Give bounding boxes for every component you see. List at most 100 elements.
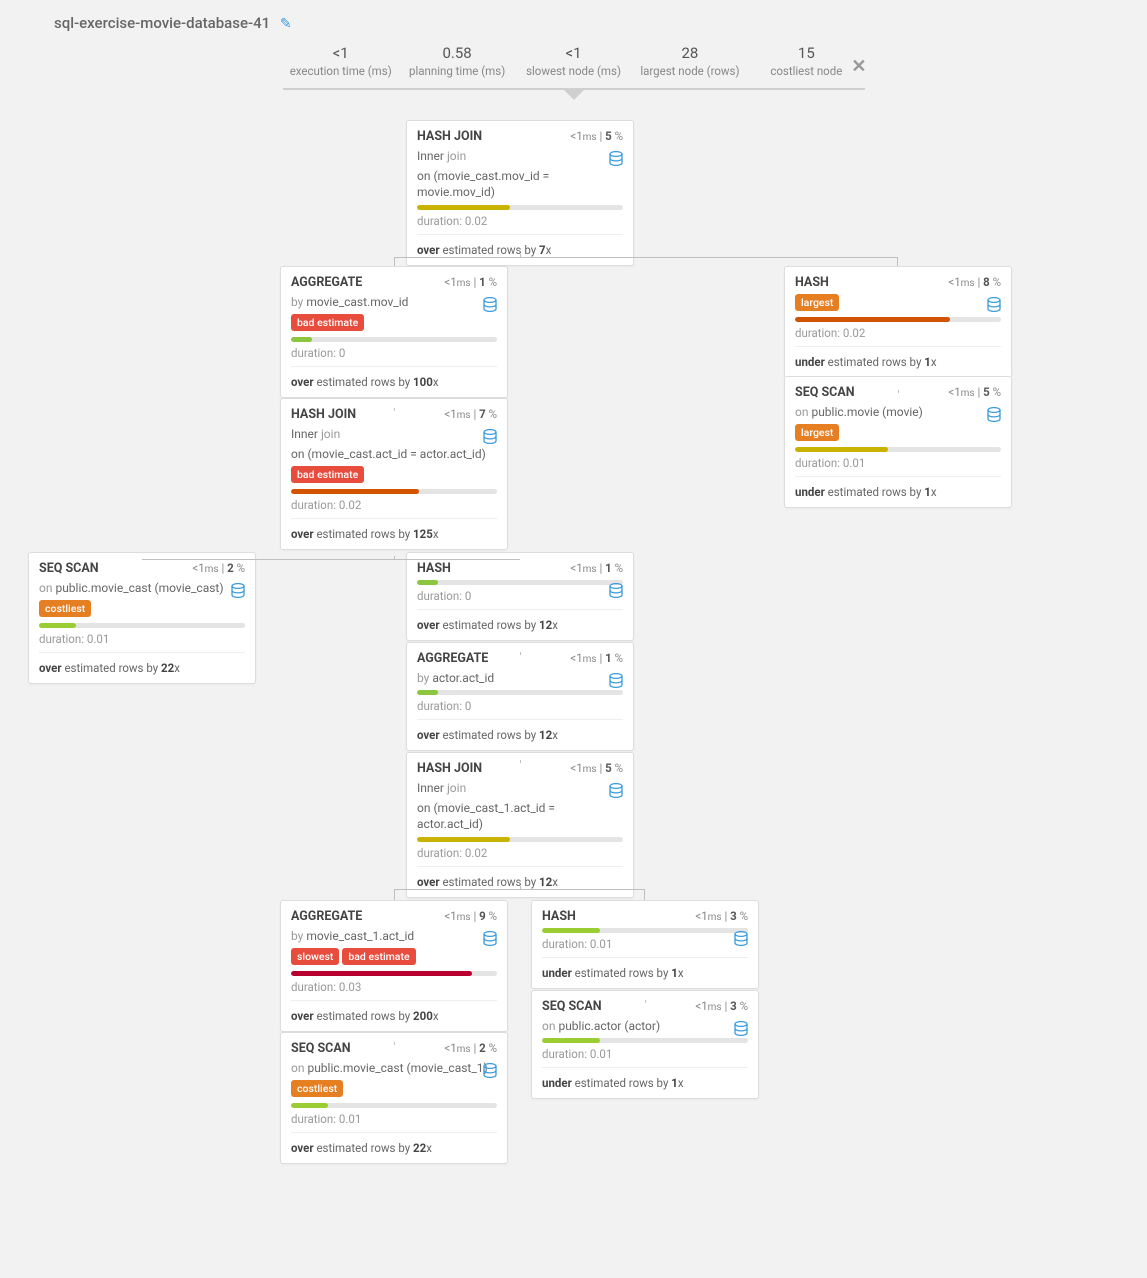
node-duration: duration: 0.03: [291, 980, 497, 1001]
node-duration: duration: 0.01: [542, 1047, 748, 1068]
database-icon[interactable]: [609, 583, 623, 603]
node-duration: duration: 0.01: [39, 632, 245, 653]
node-metrics: <1ms | 1 %: [444, 275, 497, 289]
node-desc-cond: on (movie_cast.act_id = actor.act_id): [291, 446, 497, 462]
database-icon[interactable]: [609, 673, 623, 693]
node-badges: costliest: [291, 1080, 497, 1097]
database-icon[interactable]: [734, 931, 748, 951]
plan-node-n7[interactable]: HASH<1ms | 1 %duration: 0over estimated …: [406, 552, 634, 641]
badge: costliest: [291, 1080, 343, 1097]
node-estimate: under estimated rows by 1x: [795, 347, 1001, 377]
page-title: sql-exercise-movie-database-41 ✎: [0, 0, 1147, 40]
connector: [394, 1042, 395, 1045]
node-metrics: <1ms | 9 %: [444, 909, 497, 923]
node-title: AGGREGATE: [291, 909, 362, 924]
badge: bad estimate: [342, 948, 415, 965]
edit-icon[interactable]: ✎: [280, 16, 292, 32]
connector: [520, 652, 521, 655]
node-duration: duration: 0.02: [417, 214, 623, 235]
stat-planning-time: 0.58 planning time (ms): [399, 44, 515, 78]
progress-bar: [39, 623, 245, 628]
progress-bar: [795, 317, 1001, 322]
node-badges: bad estimate: [291, 466, 497, 483]
title-text: sql-exercise-movie-database-41: [54, 14, 270, 32]
node-duration: duration: 0: [417, 589, 623, 610]
node-metrics: <1ms | 8 %: [948, 275, 1001, 289]
node-estimate: over estimated rows by 12x: [417, 720, 623, 750]
node-badges: largest: [795, 424, 1001, 441]
node-desc-cond: on (movie_cast.mov_id = movie.mov_id): [417, 168, 623, 200]
node-metrics: <1ms | 2 %: [192, 561, 245, 575]
connector: [142, 559, 520, 560]
node-metrics: <1ms | 3 %: [695, 909, 748, 923]
badge: bad estimate: [291, 314, 364, 331]
node-desc: on public.actor (actor): [542, 1018, 748, 1034]
node-desc: on public.movie (movie): [795, 404, 1001, 420]
close-icon[interactable]: ✕: [851, 56, 866, 77]
node-desc: on public.movie_cast (movie_cast_1): [291, 1060, 497, 1076]
node-metrics: <1ms | 2 %: [444, 1041, 497, 1055]
plan-node-n8[interactable]: AGGREGATE<1ms | 1 %by actor.act_iddurati…: [406, 642, 634, 751]
connector: [394, 257, 898, 266]
plan-node-n6[interactable]: SEQ SCAN<1ms | 2 %on public.movie_cast (…: [28, 552, 256, 684]
node-title: AGGREGATE: [417, 651, 488, 666]
plan-node-n9[interactable]: HASH JOIN<1ms | 5 %Inner joinon (movie_c…: [406, 752, 634, 898]
progress-bar: [291, 489, 497, 494]
progress-bar: [291, 1103, 497, 1108]
node-metrics: <1ms | 3 %: [695, 999, 748, 1013]
node-estimate: under estimated rows by 1x: [542, 958, 748, 988]
database-icon[interactable]: [483, 931, 497, 951]
node-desc: on public.movie_cast (movie_cast): [39, 580, 245, 596]
node-title: HASH: [795, 275, 829, 290]
stats-bar: <1 execution time (ms) 0.58 planning tim…: [283, 40, 865, 90]
plan-node-n13[interactable]: SEQ SCAN <1ms | 3 % on public.actor (actor…: [531, 990, 759, 1099]
node-duration: duration: 0.02: [291, 498, 497, 519]
node-duration: duration: 0.02: [795, 326, 1001, 347]
node-desc: by movie_cast.mov_id: [291, 294, 497, 310]
node-title: HASH JOIN: [417, 761, 482, 776]
node-title: SEQ SCAN: [795, 385, 855, 400]
database-icon[interactable]: [987, 297, 1001, 317]
node-title: SEQ SCAN: [542, 999, 602, 1014]
node-duration: duration: 0.01: [795, 456, 1001, 477]
node-desc: by movie_cast_1.act_id: [291, 928, 497, 944]
node-badges: largest: [795, 294, 1001, 311]
node-estimate: over estimated rows by 22x: [291, 1133, 497, 1163]
plan-node-n10[interactable]: AGGREGATE <1ms | 9 % by movie_cast_1.act_i…: [280, 900, 508, 1032]
progress-bar: [291, 971, 497, 976]
node-duration: duration: 0.02: [417, 846, 623, 867]
plan-node-n5[interactable]: HASH JOIN<1ms | 7 %Inner joinon (movie_c…: [280, 398, 508, 550]
database-icon[interactable]: [483, 297, 497, 317]
database-icon[interactable]: [734, 1021, 748, 1041]
node-metrics: <1ms | 5 %: [570, 129, 623, 143]
database-icon[interactable]: [483, 429, 497, 449]
node-estimate: over estimated rows by 100x: [291, 367, 497, 397]
node-duration: duration: 0: [291, 346, 497, 367]
node-desc: Inner join: [417, 148, 623, 164]
plan-node-n12[interactable]: SEQ SCAN <1ms | 2 % on public.movie_cast (…: [280, 1032, 508, 1164]
connector: [394, 889, 645, 900]
node-metrics: <1ms | 1 %: [570, 651, 623, 665]
stat-slowest-node: <1 slowest node (ms): [515, 44, 631, 78]
database-icon[interactable]: [483, 1063, 497, 1083]
plan-node-n1[interactable]: HASH JOIN <1ms | 5 % Inner join on (movie_c…: [406, 120, 634, 266]
badge: largest: [795, 294, 839, 311]
badge: bad estimate: [291, 466, 364, 483]
database-icon[interactable]: [609, 783, 623, 803]
node-estimate: under estimated rows by 1x: [795, 477, 1001, 507]
plan-node-n11[interactable]: HASH<1ms | 3 %duration: 0.01under estima…: [531, 900, 759, 989]
plan-node-n3[interactable]: HASH <1ms | 8 % largest duration: 0.02under…: [784, 266, 1012, 378]
node-metrics: <1ms | 5 %: [570, 761, 623, 775]
progress-bar: [417, 580, 623, 585]
database-icon[interactable]: [987, 407, 1001, 427]
database-icon[interactable]: [231, 583, 245, 603]
node-title: HASH JOIN: [417, 129, 482, 144]
node-duration: duration: 0: [417, 699, 623, 720]
database-icon[interactable]: [609, 151, 623, 171]
plan-node-n2[interactable]: AGGREGATE<1ms | 1 %by movie_cast.mov_idb…: [280, 266, 508, 398]
plan-node-n4[interactable]: SEQ SCAN<1ms | 5 %on public.movie (movie…: [784, 376, 1012, 508]
node-title: SEQ SCAN: [291, 1041, 351, 1056]
progress-bar: [417, 837, 623, 842]
progress-bar: [795, 447, 1001, 452]
node-duration: duration: 0.01: [291, 1112, 497, 1133]
